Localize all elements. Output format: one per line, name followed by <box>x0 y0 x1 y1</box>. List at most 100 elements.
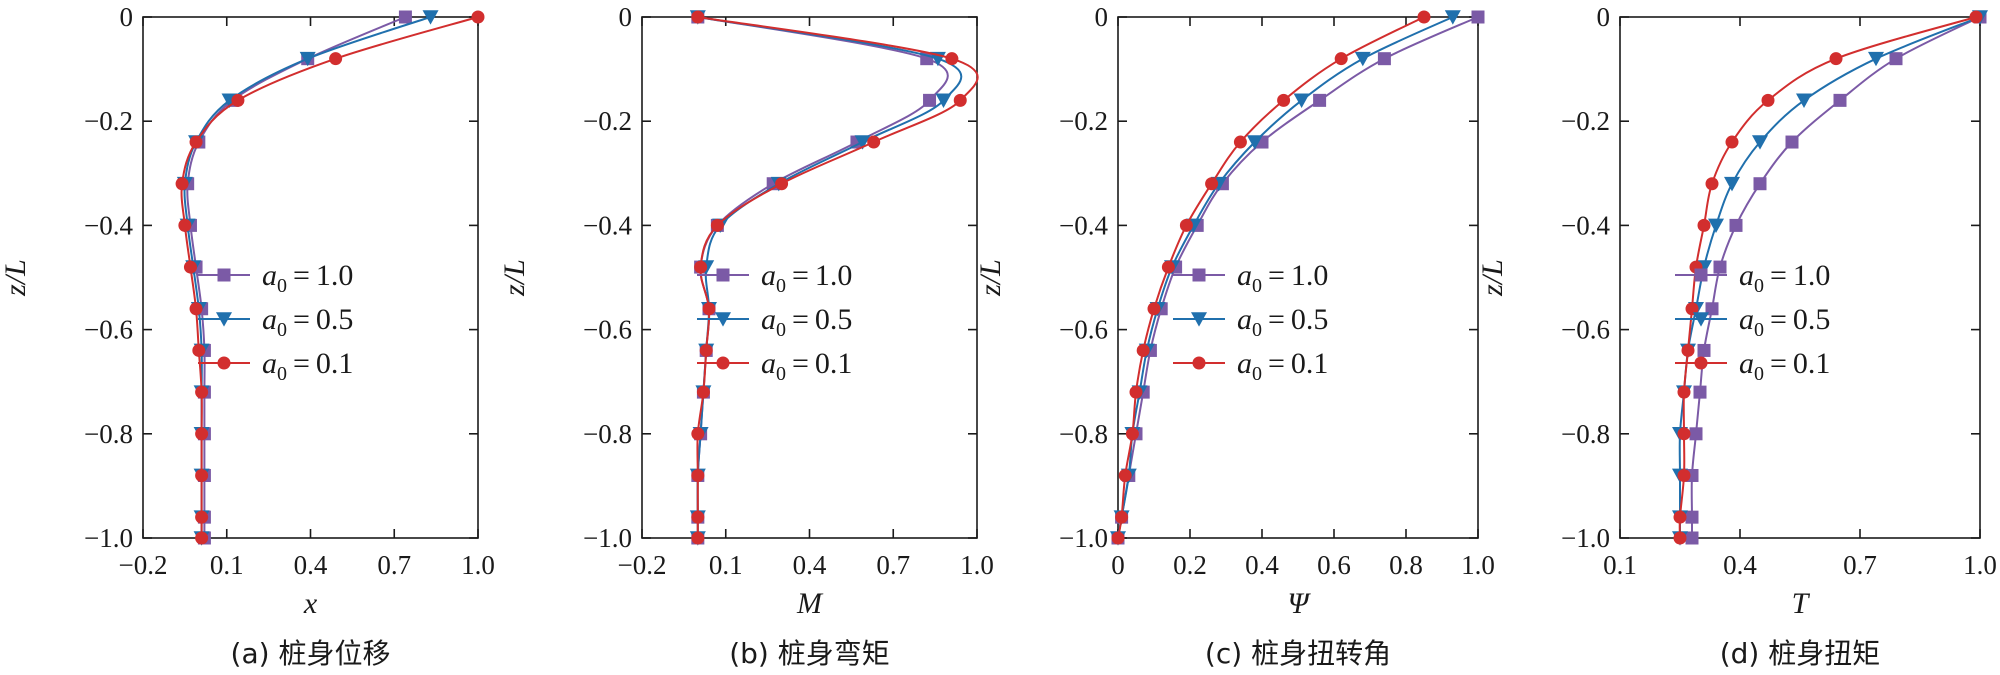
y-axis-label: z/L <box>974 259 1007 297</box>
legend-item: a0 = 1.0 <box>697 259 852 297</box>
data-point <box>1713 260 1727 274</box>
x-axis-label: T <box>1792 587 1811 620</box>
data-point <box>1677 385 1691 399</box>
legend: a0 = 1.0 a0 = 0.5 a0 = 0.1 <box>198 259 353 385</box>
data-point <box>1293 93 1310 108</box>
data-point <box>953 93 967 107</box>
x-tick-label: 0.7 <box>1843 550 1877 580</box>
legend-item: a0 = 0.1 <box>1173 347 1328 385</box>
data-point <box>1689 427 1703 441</box>
x-tick-label: 0.4 <box>1723 550 1757 580</box>
x-tick-label: 0.1 <box>210 550 244 580</box>
legend-marker <box>1694 268 1708 282</box>
legend-marker <box>1191 312 1207 327</box>
data-point <box>1753 177 1767 191</box>
data-point <box>195 427 209 441</box>
x-tick-label: 0.6 <box>1317 550 1351 580</box>
x-tick-label: 1.0 <box>960 550 994 580</box>
data-point <box>1889 52 1903 66</box>
data-point <box>1111 531 1125 545</box>
y-tick-label: −0.6 <box>84 315 133 345</box>
data-point <box>329 52 343 66</box>
legend-marker <box>216 312 232 327</box>
legend-label: a0 = 1.0 <box>761 259 852 297</box>
data-point <box>195 510 209 524</box>
data-point <box>691 510 705 524</box>
data-point <box>1685 531 1699 545</box>
data-point <box>178 218 192 232</box>
panel-2: 0−0.2−0.4−0.6−0.8−1.0−0.2 0.1 0.4 0.7 1.0Mz/… <box>498 2 994 670</box>
data-point <box>1125 427 1139 441</box>
data-point <box>1205 177 1219 191</box>
panel-caption: (a) 桩身位移 <box>231 637 391 670</box>
data-point <box>1334 52 1348 66</box>
data-point <box>1118 468 1132 482</box>
data-point <box>1129 385 1143 399</box>
data-point <box>1377 52 1391 66</box>
panel-1: 0−0.2−0.4−0.6−0.8−1.0−0.2 0.1 0.4 0.7 1.0xz/… <box>0 2 495 670</box>
y-tick-label: −1.0 <box>1561 523 1610 553</box>
legend-label: a0 = 0.5 <box>1237 303 1328 341</box>
data-point <box>1673 531 1687 545</box>
legend-label: a0 = 1.0 <box>262 259 353 297</box>
y-tick-label: −0.8 <box>1059 419 1108 449</box>
x-tick-label: −0.2 <box>618 550 667 580</box>
y-tick-label: −0.6 <box>583 315 632 345</box>
x-tick-label: 0.1 <box>709 550 743 580</box>
legend-marker <box>1693 312 1709 327</box>
legend-item: a0 = 0.5 <box>198 303 353 341</box>
data-point <box>189 135 203 149</box>
legend-item: a0 = 0.5 <box>1675 303 1830 341</box>
data-point <box>195 385 209 399</box>
x-tick-label: 1.0 <box>1963 550 1997 580</box>
y-axis-label: z/L <box>498 259 531 297</box>
data-point <box>691 10 705 24</box>
data-point <box>1725 135 1739 149</box>
data-point <box>1136 343 1150 357</box>
legend-marker <box>716 268 730 282</box>
legend-label: a0 = 1.0 <box>1237 259 1328 297</box>
data-point <box>1673 510 1687 524</box>
panel-3: 0−0.2−0.4−0.6−0.8−1.00 0.2 0.4 0.6 0.8 1.0Ψz/… <box>974 2 1495 670</box>
y-tick-label: 0 <box>1597 2 1611 32</box>
y-tick-label: 0 <box>619 2 633 32</box>
data-point <box>1115 510 1129 524</box>
data-point <box>1179 218 1193 232</box>
legend-marker <box>715 312 731 327</box>
data-point <box>710 218 724 232</box>
data-point <box>691 427 705 441</box>
x-tick-label: 0.7 <box>377 550 411 580</box>
data-point <box>1693 385 1707 399</box>
data-point <box>195 468 209 482</box>
panel-caption: (d) 桩身扭矩 <box>1720 637 1881 670</box>
legend-item: a0 = 1.0 <box>1675 259 1830 297</box>
series-line <box>186 16 406 538</box>
y-tick-label: −0.4 <box>1059 210 1108 240</box>
data-point <box>1729 218 1743 232</box>
legend-marker <box>217 356 231 370</box>
y-tick-label: −0.2 <box>1561 106 1610 136</box>
data-point <box>867 135 881 149</box>
data-point <box>1685 302 1699 316</box>
series-a0-0.1 <box>175 10 485 545</box>
y-tick-label: −0.2 <box>1059 106 1108 136</box>
plot-frame <box>1117 16 1479 539</box>
x-tick-label: 0.4 <box>1245 550 1279 580</box>
data-point <box>775 177 789 191</box>
data-point <box>1681 343 1695 357</box>
panel-caption: (b) 桩身弯矩 <box>729 637 890 670</box>
data-point <box>1724 176 1740 192</box>
data-point <box>1796 93 1812 108</box>
y-tick-label: −1.0 <box>583 523 632 553</box>
legend-label: a0 = 0.5 <box>262 303 353 341</box>
legend-label: a0 = 0.1 <box>1739 347 1830 385</box>
data-point <box>1246 135 1263 150</box>
data-point <box>702 302 716 316</box>
data-point <box>1705 302 1719 316</box>
legend-label: a0 = 0.1 <box>1237 347 1328 385</box>
series-line <box>696 16 963 538</box>
series-a0-1.0 <box>1685 10 1987 545</box>
data-point <box>1354 51 1371 67</box>
legend-item: a0 = 1.0 <box>198 259 353 297</box>
panel-4: 0 −0.2 −0.4 −0.6 −0.8 −1.00.1 0.4 0.7 1.0 Tz/L (d)… <box>1476 2 1997 670</box>
